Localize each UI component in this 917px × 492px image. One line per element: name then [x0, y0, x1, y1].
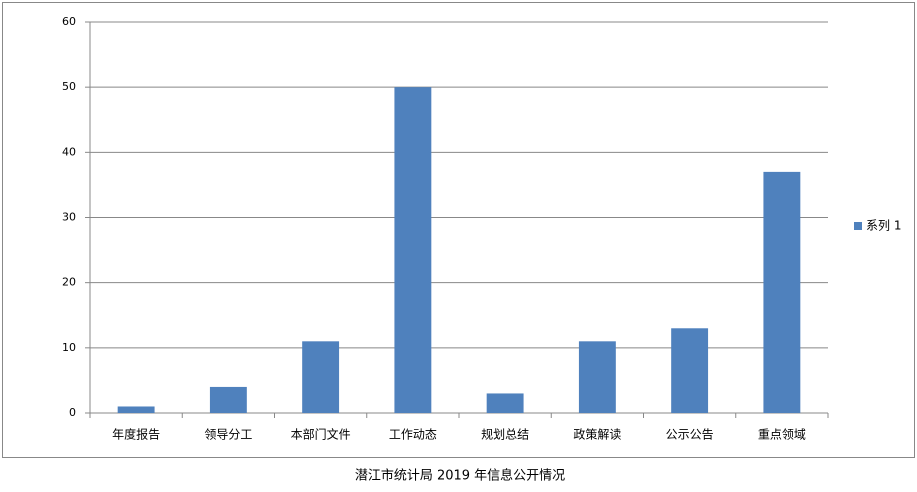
x-tick-label: 本部门文件 — [291, 427, 351, 442]
y-tick-label: 30 — [62, 211, 76, 224]
bar — [302, 341, 340, 413]
chart-border — [2, 2, 915, 458]
bar — [671, 328, 709, 413]
x-tick-label: 政策解读 — [573, 428, 621, 442]
chart-caption: 潜江市统计局 2019 年信息公开情况 — [355, 468, 565, 484]
bar — [209, 386, 247, 413]
x-tick-label: 年度报告 — [112, 427, 160, 442]
x-tick-label: 规划总结 — [481, 427, 529, 442]
x-tick-label: 工作动态 — [389, 428, 437, 442]
x-tick-label: 公示公告 — [666, 428, 714, 442]
y-tick-label: 60 — [62, 15, 76, 28]
x-tick-label: 领导分工 — [204, 428, 252, 442]
legend-label: 系列 1 — [866, 219, 901, 233]
y-tick-label: 40 — [62, 145, 76, 158]
y-tick-label: 50 — [62, 80, 76, 93]
bar — [117, 406, 155, 413]
x-tick-label: 重点领域 — [758, 428, 806, 442]
y-tick-label: 20 — [62, 276, 76, 289]
y-tick-label: 10 — [62, 341, 76, 354]
bar — [763, 171, 801, 413]
y-tick-label: 0 — [69, 406, 76, 419]
bar — [578, 341, 616, 413]
bar — [394, 87, 432, 414]
legend-swatch — [854, 222, 862, 230]
bar — [486, 393, 524, 413]
